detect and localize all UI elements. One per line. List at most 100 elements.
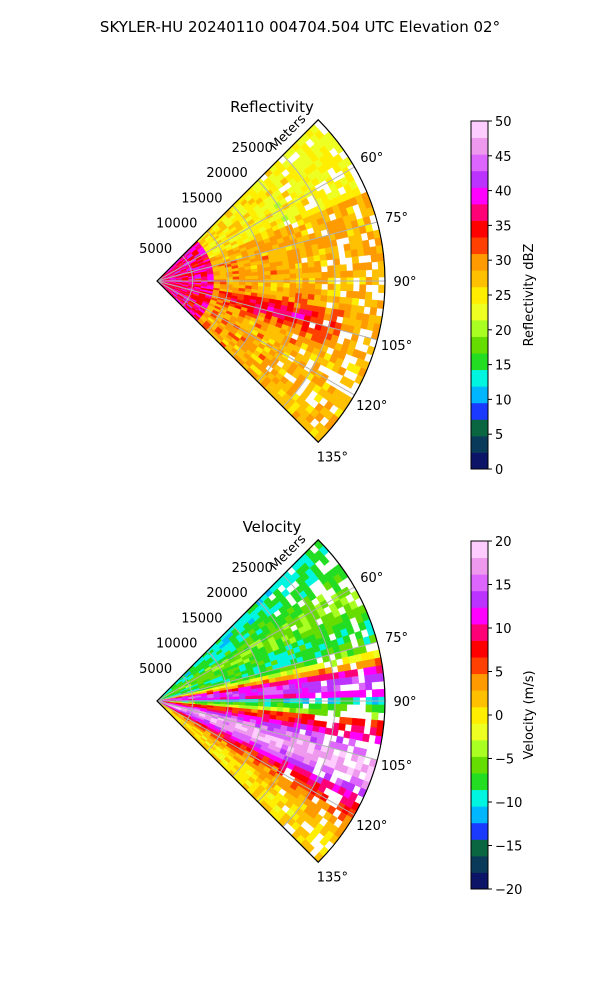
azimuth-tick-label: 75° [385,211,408,226]
sector-cell [358,682,366,691]
colorbar-segment [471,806,488,824]
sector-cell [340,690,348,698]
azimuth-grid-line [156,700,355,816]
sector-cell [207,697,215,701]
sector-cell [352,291,360,299]
azimuth-grid-line [156,700,378,761]
colorbar-tick-label: 20 [495,324,512,339]
sector-cell [370,673,379,683]
sector-cell [346,290,354,299]
colorbar-segment [471,353,488,371]
sector-cell [245,272,253,277]
sector-cell [269,266,278,272]
sector-cell [251,695,259,700]
sector-cell [314,686,322,693]
sector-cell [359,284,367,293]
sector-cell [319,254,327,262]
colorbar-segment [471,435,488,453]
range-tick-label: 20000 [206,586,247,601]
azimuth-tick-label: 105° [381,759,412,774]
colorbar-segment [471,607,488,625]
azimuth-tick-label: 105° [381,339,412,354]
sector-cell [313,260,322,268]
sector-cell [282,264,290,271]
sector-cell [327,283,335,291]
sector-cell [356,305,365,314]
sector-cell [301,713,309,720]
sector-cell [289,273,297,279]
sector-cell [270,690,278,696]
azimuth-grid-line [156,280,378,341]
colorbar-tick-label: 45 [495,150,512,165]
sector-cell [324,246,333,255]
sector-cell [276,282,284,288]
range-tick-label: 25000 [232,561,273,576]
sector-cell [314,709,322,716]
sector-cell [251,702,259,707]
sector-cell [308,283,316,290]
sector-cell [378,268,386,278]
sector-cell [340,704,348,712]
sector-cell [358,262,366,271]
sector-cell [321,691,329,699]
sector-cell [283,703,291,709]
sector-cell [358,291,366,300]
sector-cell [363,667,371,676]
range-tick-label: 5000 [139,662,172,677]
colorbar-tick-label: −5 [495,753,514,768]
sector-cell [270,286,278,292]
sector-cell [327,685,335,693]
sector-cell [314,283,322,290]
sector-cell [270,702,278,708]
sector-cell [264,274,272,280]
colorbar-segment [471,673,488,691]
colorbar-segment [471,402,488,420]
sector-cell [325,673,334,681]
colorbar-segment [471,419,488,437]
sector-cell [344,250,353,259]
sector-cell [339,677,347,686]
sector-cell [356,248,365,257]
colorbar-segment [471,739,488,757]
colorbar-tick-label: 20 [495,535,512,550]
sector-cell [299,251,308,259]
sector-cell [338,671,346,679]
azimuth-tick-label: 60° [360,151,383,166]
colorbar-segment [471,590,488,608]
sector-cell [289,283,297,289]
sector-cell [314,266,322,273]
sector-cell [283,693,291,699]
colorbar-tick-label: 10 [495,622,512,637]
azimuth-grid-line [156,280,355,396]
sector-cell [345,676,353,685]
colorbar-segment [471,187,488,205]
sector-cell [299,723,308,731]
sector-cell [213,277,221,281]
sector-cell [320,289,328,297]
sector-cell [319,555,330,566]
velocity-panel: Velocity 5000 10000 15000 20000 25000 60° 75°… [139,518,537,898]
sector-cell [356,725,365,734]
sector-cell [365,704,373,713]
sector-cell [345,297,353,306]
sector-cell [308,692,316,699]
sector-cell [289,707,297,714]
colorbar-segment [471,452,488,470]
colorbar-segment [471,386,488,404]
sector-cell [282,707,291,713]
sector-cell [282,269,291,275]
sector-cell [364,298,372,308]
sector-cell [283,273,291,279]
sector-cell [343,663,352,672]
sector-cell [301,288,310,295]
sector-cell [313,680,322,688]
sector-cell [307,261,315,268]
colorbar-tick-label: −10 [495,796,522,811]
reflectivity-grid [156,154,385,408]
sector-cell [288,263,297,270]
sector-cell [346,690,354,698]
sector-cell [326,295,334,303]
sector-cell [276,265,284,271]
sector-cell [263,686,271,692]
sector-cell [327,271,335,279]
